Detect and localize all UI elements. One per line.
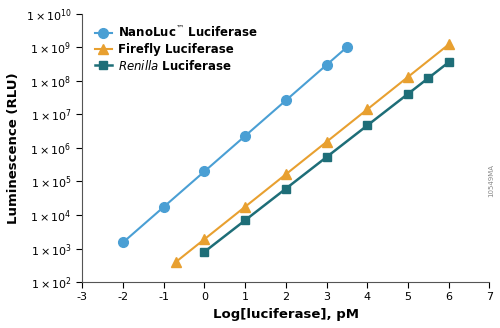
Firefly Luciferase <box>202 237 207 241</box>
Firefly Luciferase <box>324 140 330 144</box>
$\it{Renilla}$ Luciferase <box>426 76 432 80</box>
Line: $\it{Renilla}$ Luciferase: $\it{Renilla}$ Luciferase <box>200 58 453 256</box>
$\it{Renilla}$ Luciferase <box>202 250 207 254</box>
Firefly Luciferase <box>242 205 248 209</box>
Firefly Luciferase <box>283 172 289 176</box>
$\it{Renilla}$ Luciferase <box>324 155 330 159</box>
NanoLuc$^{™}$ Luciferase <box>120 240 126 244</box>
NanoLuc$^{™}$ Luciferase <box>324 63 330 67</box>
Line: Firefly Luciferase: Firefly Luciferase <box>171 40 454 267</box>
Line: NanoLuc$^{™}$ Luciferase: NanoLuc$^{™}$ Luciferase <box>118 42 352 247</box>
Firefly Luciferase <box>446 42 452 46</box>
Text: 10549MA: 10549MA <box>488 164 494 197</box>
X-axis label: Log[luciferase], pM: Log[luciferase], pM <box>213 308 359 321</box>
Firefly Luciferase <box>405 75 411 79</box>
NanoLuc$^{™}$ Luciferase <box>160 205 166 209</box>
NanoLuc$^{™}$ Luciferase <box>283 98 289 102</box>
NanoLuc$^{™}$ Luciferase <box>202 170 207 174</box>
NanoLuc$^{™}$ Luciferase <box>242 134 248 138</box>
NanoLuc$^{™}$ Luciferase <box>344 45 350 49</box>
$\it{Renilla}$ Luciferase <box>405 92 411 96</box>
$\it{Renilla}$ Luciferase <box>446 60 452 64</box>
$\it{Renilla}$ Luciferase <box>283 187 289 191</box>
$\it{Renilla}$ Luciferase <box>242 218 248 222</box>
Legend: NanoLuc$^{™}$ Luciferase, Firefly Luciferase, $\it{Renilla}$ Luciferase: NanoLuc$^{™}$ Luciferase, Firefly Lucife… <box>92 22 260 75</box>
$\it{Renilla}$ Luciferase <box>364 123 370 127</box>
Firefly Luciferase <box>364 107 370 111</box>
Y-axis label: Luminescence (RLU): Luminescence (RLU) <box>7 72 20 224</box>
Firefly Luciferase <box>173 260 179 264</box>
